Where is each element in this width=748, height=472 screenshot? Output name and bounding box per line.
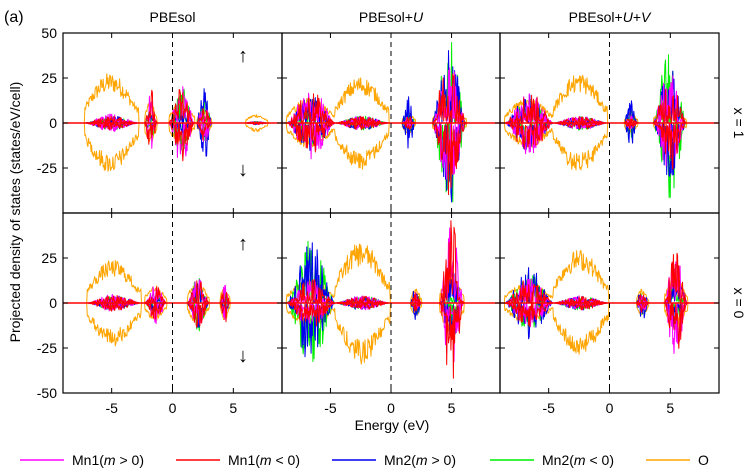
spin-arrows: ↑ ↓ ↑ ↓ (238, 45, 248, 367)
x-tick-label: 0 (387, 400, 395, 416)
legend-label-mn1-m-0: Mn1(m > 0) (72, 452, 144, 468)
spin-down-arrow: ↓ (238, 345, 248, 367)
y-tick-label: 25 (41, 70, 57, 86)
x-tick-label: -5 (542, 400, 555, 416)
spin-up-arrow: ↑ (238, 45, 248, 67)
column-titles: PBEsol PBEsol+U PBEsol+U+V (150, 9, 653, 25)
x-tick-label: -5 (105, 400, 118, 416)
y-tick-label: 0 (49, 115, 57, 131)
x-tick-labels: -5 0 5 -5 0 5 -5 0 5 (105, 400, 674, 416)
panel-pbesol-u-x-1 (281, 32, 501, 214)
panel-frame (499, 212, 720, 394)
panel-pbesol-x-1 (62, 32, 283, 214)
panel-pbesol-u-v-x-0 (499, 212, 720, 394)
legend-label-mn2-m-0: Mn2(m > 0) (384, 452, 456, 468)
row-label-x-1: x = 1 (731, 108, 747, 139)
column-title-pbesol: PBEsol (150, 9, 196, 25)
spin-up-arrow: ↑ (238, 233, 248, 255)
spin-down-arrow: ↓ (238, 159, 248, 181)
x-tick-label: -5 (324, 400, 337, 416)
y-tick-label: -25 (37, 340, 57, 356)
x-axis-label: Energy (eV) (355, 417, 430, 433)
x-tick-label: 0 (606, 400, 614, 416)
x-tick-label: 0 (169, 400, 177, 416)
legend: Mn1(m > 0) Mn1(m < 0) Mn2(m > 0) Mn2(m < 0)… (20, 452, 709, 468)
column-title-pbesol-u-v: PBEsol+U+V (569, 9, 652, 25)
row-label-x-0: x = 0 (731, 288, 747, 319)
y-axis-label: Projected density of states (states/eV/c… (7, 82, 23, 343)
y-tick-label: -25 (37, 160, 57, 176)
y-tick-label: 25 (41, 250, 57, 266)
y-tick-labels: 50 25 0 -25 25 0 -25 -50 (37, 25, 57, 401)
panel-pbesol-u-v-x-1 (499, 32, 720, 214)
legend-label-o: O (698, 452, 709, 468)
x-tick-label: 5 (666, 400, 674, 416)
column-title-pbesol-u: PBEsol+U (359, 9, 424, 25)
panel-grid (62, 32, 720, 394)
panel-pbesol-x-0 (62, 212, 283, 394)
legend-label-mn2-m-0: Mn2(m < 0) (542, 452, 614, 468)
y-tick-label: 0 (49, 295, 57, 311)
panel-pbesol-u-x-0 (281, 212, 501, 394)
x-tick-label: 5 (448, 400, 456, 416)
legend-label-mn1-m-0: Mn1(m < 0) (228, 452, 300, 468)
row-labels: x = 1 x = 0 (731, 108, 747, 319)
panel-label: (a) (4, 9, 24, 26)
y-tick-label: -50 (37, 385, 57, 401)
y-tick-label: 50 (41, 25, 57, 41)
x-tick-label: 5 (229, 400, 237, 416)
